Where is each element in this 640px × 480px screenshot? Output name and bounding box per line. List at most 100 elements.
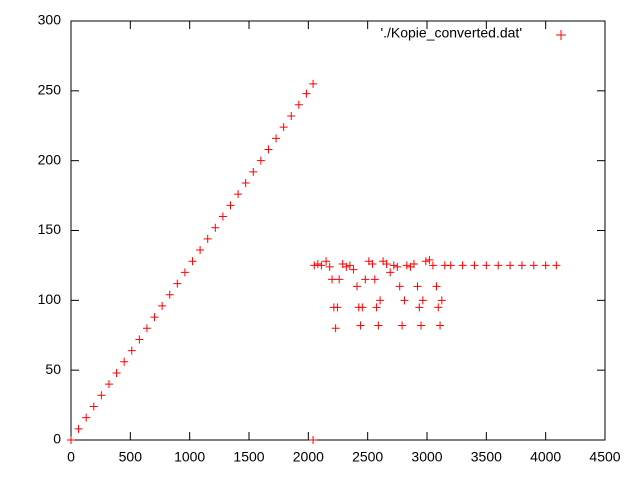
point (104, 380, 113, 389)
point (302, 89, 311, 98)
point (352, 282, 361, 291)
point (541, 261, 550, 270)
x-tick-label: 3000 (411, 449, 442, 465)
point (413, 282, 422, 291)
point (218, 212, 227, 221)
point (331, 324, 340, 333)
point (382, 260, 391, 269)
point (142, 324, 151, 333)
legend-marker (556, 30, 566, 40)
x-tick-label: 3500 (471, 449, 502, 465)
x-tick-label: 1000 (174, 449, 205, 465)
point (342, 262, 351, 271)
point (234, 190, 243, 199)
point (428, 261, 437, 270)
y-tick-label: 0 (53, 431, 61, 447)
point (203, 234, 212, 243)
x-tick-label: 0 (67, 449, 75, 465)
point (309, 436, 318, 444)
point (211, 223, 220, 232)
point (322, 257, 331, 266)
point (418, 296, 427, 305)
point (333, 303, 342, 312)
point (529, 261, 538, 270)
point (67, 436, 75, 444)
y-tick-label: 50 (45, 361, 61, 377)
point (349, 265, 358, 274)
point (279, 123, 288, 132)
point (294, 100, 303, 109)
point (325, 262, 334, 271)
point (374, 321, 383, 330)
point (272, 134, 281, 143)
point (256, 156, 265, 165)
point (517, 261, 526, 270)
point (395, 282, 404, 291)
plot-border (70, 20, 606, 441)
point (127, 346, 136, 355)
point (376, 296, 385, 305)
point (402, 261, 411, 270)
point (310, 261, 319, 270)
point (226, 201, 235, 210)
point (150, 313, 159, 322)
point (287, 111, 296, 120)
point (470, 261, 479, 270)
point (188, 257, 197, 266)
point (409, 260, 418, 269)
point (356, 321, 365, 330)
y-tick-label: 250 (38, 82, 62, 98)
point (425, 255, 434, 264)
point (432, 282, 441, 291)
point (196, 246, 205, 255)
point (358, 303, 367, 312)
point (135, 335, 144, 344)
point (313, 260, 322, 269)
point (434, 303, 443, 312)
point (120, 357, 129, 366)
y-tick-label: 200 (38, 151, 62, 167)
point (436, 321, 445, 330)
point (241, 179, 250, 188)
x-tick-label: 500 (119, 449, 143, 465)
point (370, 275, 379, 284)
point (180, 268, 189, 277)
point (421, 257, 430, 266)
point (482, 261, 491, 270)
point (309, 79, 318, 88)
point (82, 413, 91, 422)
x-tick-label: 4500 (589, 449, 620, 465)
point (552, 261, 561, 270)
point (328, 275, 337, 284)
point (398, 321, 407, 330)
y-tick-label: 100 (38, 291, 62, 307)
point (415, 303, 424, 312)
point (158, 301, 167, 310)
point (345, 261, 354, 270)
point (264, 145, 273, 154)
point (368, 260, 377, 269)
point (361, 275, 370, 284)
point (437, 296, 446, 305)
point (335, 275, 344, 284)
point (173, 279, 182, 288)
x-tick-label: 4000 (530, 449, 561, 465)
point (165, 290, 174, 299)
point (417, 321, 426, 330)
point (494, 261, 503, 270)
point (386, 268, 395, 277)
point (74, 424, 83, 433)
point (249, 167, 258, 176)
x-tick-label: 2500 (352, 449, 383, 465)
point (372, 303, 381, 312)
y-tick-label: 150 (38, 221, 62, 237)
legend-label: './Kopie_converted.dat' (380, 25, 522, 41)
point (506, 261, 515, 270)
point (458, 261, 467, 270)
point (317, 261, 326, 270)
point (389, 261, 398, 270)
point (400, 296, 409, 305)
point (112, 368, 121, 377)
